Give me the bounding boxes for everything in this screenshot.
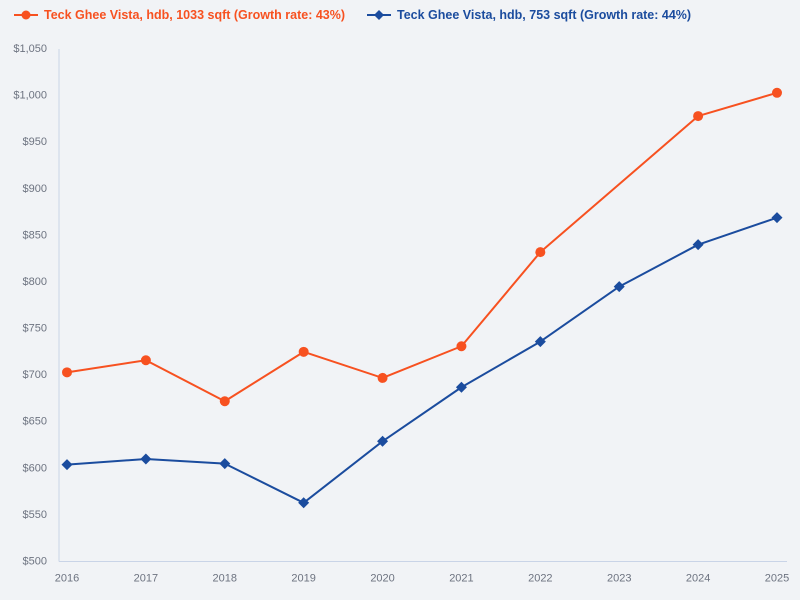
svg-text:2025: 2025 [765,573,789,585]
svg-text:$850: $850 [23,229,47,241]
svg-text:2016: 2016 [55,573,79,585]
svg-text:2022: 2022 [528,573,552,585]
svg-text:$800: $800 [23,276,47,288]
svg-text:$700: $700 [23,369,47,381]
svg-text:$1,000: $1,000 [13,90,47,102]
svg-text:$650: $650 [23,416,47,428]
diamond-marker-icon [367,9,392,21]
svg-text:$1,050: $1,050 [13,43,47,55]
chart-legend: Teck Ghee Vista, hdb, 1033 sqft (Growth … [14,8,691,22]
svg-text:2017: 2017 [134,573,158,585]
circle-marker-icon [14,9,38,21]
svg-text:$900: $900 [23,183,47,195]
legend-item-753sqft[interactable]: Teck Ghee Vista, hdb, 753 sqft (Growth r… [367,8,691,22]
svg-text:$550: $550 [23,509,47,521]
svg-text:$750: $750 [23,323,47,335]
svg-text:2023: 2023 [607,573,631,585]
legend-label-753sqft: Teck Ghee Vista, hdb, 753 sqft (Growth r… [397,8,692,22]
svg-text:2020: 2020 [370,573,394,585]
svg-text:$500: $500 [23,556,47,568]
legend-item-1033sqft[interactable]: Teck Ghee Vista, hdb, 1033 sqft (Growth … [14,8,345,22]
svg-text:2019: 2019 [291,573,315,585]
legend-label-1033sqft: Teck Ghee Vista, hdb, 1033 sqft (Growth … [44,8,346,22]
svg-text:2018: 2018 [213,573,237,585]
svg-text:2024: 2024 [686,573,710,585]
svg-text:$600: $600 [23,462,47,474]
svg-text:$950: $950 [23,136,47,148]
svg-text:2021: 2021 [449,573,473,585]
